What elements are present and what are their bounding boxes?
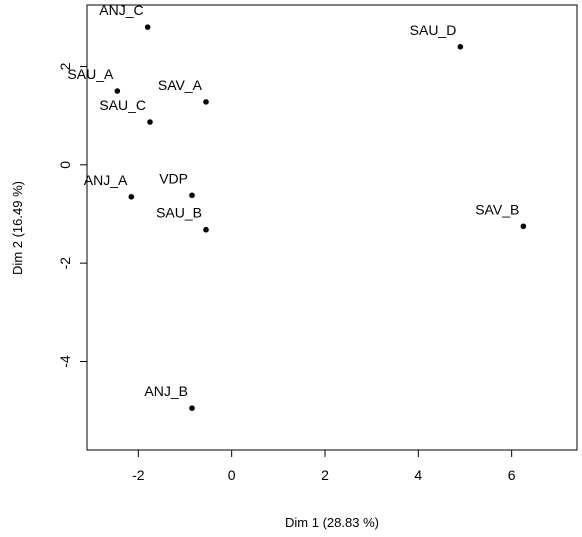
plot-frame [86, 4, 578, 451]
x-axis: -2 0 2 4 6 [132, 450, 516, 483]
x-tick-label: 4 [414, 467, 422, 483]
y-tick-label: -2 [57, 257, 73, 270]
x-tick-label: 2 [321, 467, 329, 483]
data-point [203, 99, 209, 105]
point-label: SAU_A [67, 66, 114, 82]
y-tick-label: 2 [57, 62, 73, 70]
data-point [457, 43, 464, 50]
point-label: SAU_D [410, 22, 457, 38]
data-point [520, 223, 527, 230]
x-tick-label: -2 [132, 467, 145, 483]
point-label: ANJ_C [99, 2, 143, 18]
point-label: SAV_B [475, 201, 519, 217]
data-point [147, 119, 153, 125]
x-tick-label: 6 [508, 467, 516, 483]
point-label: SAU_C [99, 97, 146, 113]
point-label: ANJ_B [144, 383, 188, 399]
point-label: ANJ_A [84, 172, 128, 188]
point-label: SAU_B [156, 205, 202, 221]
y-tick-label: -4 [57, 355, 73, 368]
data-point [203, 226, 209, 233]
data-point [128, 193, 135, 200]
data-point [114, 88, 121, 94]
y-axis-label: Dim 2 (16.49 %) [10, 181, 25, 275]
y-axis: -4 -2 0 2 [57, 62, 87, 368]
point-label: VDP [159, 170, 188, 186]
x-tick-label: 0 [228, 467, 236, 483]
data-point [144, 24, 151, 30]
data-point [189, 405, 195, 412]
y-tick-label: 0 [57, 161, 73, 169]
point-label: SAV_A [158, 77, 203, 93]
x-axis-label: Dim 1 (28.83 %) [285, 515, 379, 530]
data-points: ANJ_C SAU_D SAU_A SAV_A SAU_C ANJ_A VDP SAU_B SA… [67, 2, 527, 412]
data-point [189, 192, 195, 199]
